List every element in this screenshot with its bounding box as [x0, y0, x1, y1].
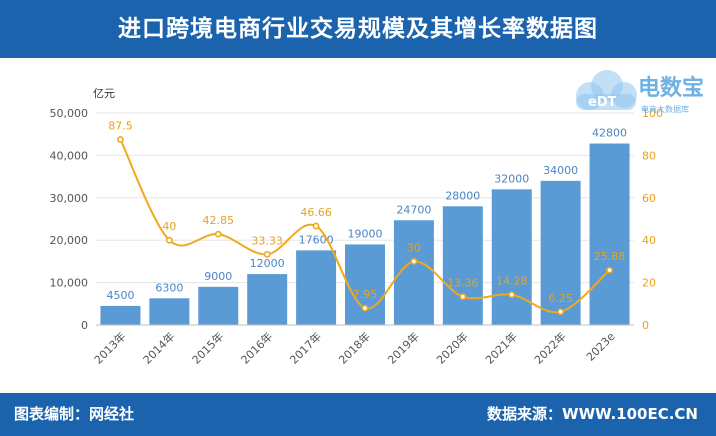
rate-value-label: 25.88	[594, 250, 626, 263]
x-tick-label: 2014年	[140, 329, 177, 366]
line-point	[508, 291, 516, 299]
x-tick-label: 2013年	[91, 329, 128, 366]
rate-value-label: 42.85	[203, 214, 235, 227]
y-axis-unit-label: 亿元	[93, 87, 115, 100]
bar-value-label: 34000	[543, 164, 578, 177]
logo: eDT 电数宝 电商大数据库	[576, 70, 704, 114]
line-point	[165, 236, 173, 244]
x-tick-label: 2021年	[482, 329, 519, 366]
rate-value-label: 46.66	[300, 206, 332, 219]
line-point	[459, 293, 467, 301]
y-axis-left: 0 10,000 20,000 30,000 40,000 50,000	[50, 107, 89, 332]
bar	[491, 189, 532, 325]
x-tick-label: 2015年	[189, 329, 226, 366]
footer-credit: 图表编制：网经社	[14, 405, 135, 423]
page-title: 进口跨境电商行业交易规模及其增长率数据图	[118, 16, 598, 42]
y-tick-label: 30,000	[50, 192, 89, 205]
rate-value-label: 33.33	[251, 234, 283, 247]
logo-mark: eDT	[588, 95, 617, 110]
y2-tick-label: 100	[642, 107, 663, 120]
bar-value-label: 9000	[204, 270, 232, 283]
x-tick-label: 2016年	[238, 329, 275, 366]
header-bar: 进口跨境电商行业交易规模及其增长率数据图	[0, 0, 716, 58]
line-point	[361, 304, 369, 312]
line-point	[557, 308, 565, 316]
y2-tick-label: 20	[642, 277, 656, 290]
line-point	[606, 266, 613, 274]
bar-value-label: 42800	[592, 127, 627, 140]
footer-bar: 图表编制：网经社 数据来源：WWW.100EC.CN	[0, 393, 716, 436]
line-series: 87.5 40 42.85 33.33 46.66 7.95 30 13.36 14.28 6.2…	[108, 120, 626, 316]
growth-rate-line	[119, 139, 611, 314]
bar	[247, 274, 288, 325]
bar	[198, 286, 239, 325]
y2-tick-label: 0	[642, 319, 649, 332]
bar-value-label: 12000	[250, 257, 285, 270]
bar	[540, 180, 581, 325]
bar-value-label: 24700	[396, 203, 431, 216]
y-tick-label: 10,000	[50, 277, 89, 290]
rate-value-label: 14.28	[496, 275, 528, 288]
logo-name: 电数宝	[638, 75, 704, 101]
bar-value-label: 32000	[494, 172, 529, 185]
bar	[100, 305, 141, 325]
rate-value-label: 87.5	[108, 120, 133, 133]
y-tick-label: 0	[81, 319, 88, 332]
line-point	[117, 136, 124, 143]
bar-value-label: 4500	[106, 289, 134, 302]
y2-tick-label: 80	[642, 149, 656, 162]
bar	[589, 143, 630, 325]
y2-tick-label: 40	[642, 234, 656, 247]
x-tick-label: 2023e	[584, 330, 618, 364]
y-tick-label: 20,000	[50, 234, 89, 247]
x-tick-label: 2018年	[336, 329, 373, 366]
bar-value-label: 6300	[155, 281, 183, 294]
rate-value-label: 40	[162, 220, 176, 233]
y-tick-label: 50,000	[50, 107, 89, 120]
bar	[345, 244, 385, 325]
bar-value-label: 28000	[445, 189, 480, 202]
footer-source: 数据来源：WWW.100EC.CN	[487, 405, 698, 423]
rate-value-label: 30	[407, 241, 421, 254]
bar	[149, 298, 190, 325]
x-axis: 2013年 2014年 2015年 2016年 2017年 2018年 2019年 2020年…	[91, 324, 634, 367]
x-tick-label: 2022年	[531, 329, 568, 366]
rate-value-label: 7.95	[353, 288, 378, 301]
cloud-logo-icon	[576, 70, 637, 110]
y2-tick-label: 60	[642, 192, 656, 205]
bar	[296, 250, 337, 325]
y-tick-label: 40,000	[50, 149, 89, 162]
x-tick-label: 2020年	[433, 329, 470, 366]
y-axis-right: 0 20 40 60 80 100	[642, 107, 663, 332]
line-point	[214, 230, 222, 238]
bar-value-label: 19000	[348, 227, 383, 240]
line-point	[263, 250, 271, 258]
x-tick-label: 2017年	[287, 329, 324, 366]
line-point	[410, 257, 418, 265]
x-tick-label: 2019年	[385, 329, 422, 366]
bar	[442, 206, 483, 325]
rate-value-label: 13.36	[447, 277, 479, 290]
logo-tagline: 电商大数据库	[641, 104, 689, 114]
line-point	[312, 222, 320, 230]
rate-value-label: 6.25	[548, 292, 573, 305]
